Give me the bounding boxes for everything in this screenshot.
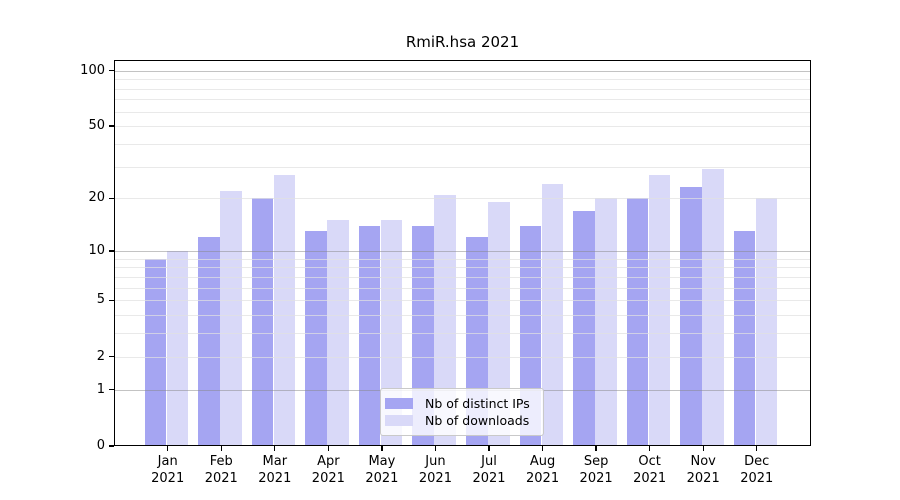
y-tick-mark-50 — [109, 125, 114, 127]
y-tick-mark-10 — [109, 250, 114, 252]
bar-oct-downloads — [648, 174, 671, 446]
y-tick-label-100: 100 — [80, 62, 105, 78]
y-tick-label-0: 0 — [96, 438, 105, 453]
x-tick-mark-jul — [488, 446, 490, 451]
x-tick-mark-oct — [648, 446, 651, 451]
y-tick-mark-5 — [109, 299, 114, 301]
legend-label: Nb of downloads — [425, 413, 530, 428]
legend-label: Nb of distinct IPs — [425, 396, 530, 411]
y-tick-label-2: 2 — [96, 348, 105, 364]
gridline-y-80 — [114, 88, 811, 90]
y-tick-label-20: 20 — [88, 190, 105, 206]
bar-dec-downloads — [755, 198, 778, 446]
y-tick-mark-2 — [109, 355, 114, 358]
legend-entry-distinct-ips: Nb of distinct IPs — [385, 395, 537, 412]
legend: Nb of distinct IPs Nb of downloads — [380, 388, 544, 436]
x-tick-label-jan: Jan 2021 — [151, 454, 185, 486]
bar-mar-distinct-ips — [251, 198, 274, 446]
y-tick-label-10: 10 — [88, 242, 105, 258]
legend-entry-downloads: Nb of downloads — [385, 412, 537, 429]
bar-jan-distinct-ips — [144, 258, 167, 446]
bar-jan-downloads — [166, 250, 189, 446]
gridline-y-5 — [114, 300, 811, 302]
x-tick-mark-aug — [541, 446, 544, 451]
gridline-y-60 — [114, 111, 811, 113]
x-tick-label-jun: Jun 2021 — [418, 454, 452, 486]
x-tick-label-mar: Mar 2021 — [258, 454, 292, 486]
x-tick-mark-feb — [220, 446, 222, 451]
x-tick-label-apr: Apr 2021 — [311, 454, 345, 486]
x-tick-mark-may — [381, 446, 383, 451]
gridline-y-9 — [114, 258, 811, 260]
gridline-y-7 — [114, 276, 811, 278]
gridline-y-90 — [114, 79, 811, 81]
gridline-y-10 — [114, 250, 811, 252]
bar-jun-downloads — [434, 194, 456, 446]
bar-feb-downloads — [220, 190, 242, 446]
x-tick-label-feb: Feb 2021 — [204, 454, 238, 486]
bar-apr-distinct-ips — [305, 231, 327, 446]
bar-nov-distinct-ips — [680, 187, 702, 446]
plot-area — [114, 60, 811, 446]
bar-sep-downloads — [595, 198, 617, 446]
gridline-y-2 — [114, 356, 811, 358]
gridline-y-40 — [114, 143, 811, 145]
x-tick-label-oct: Oct 2021 — [633, 454, 667, 486]
bar-dec-distinct-ips — [733, 231, 756, 446]
gridline-y-50 — [114, 126, 811, 128]
y-tick-mark-1 — [109, 388, 114, 391]
bar-nov-downloads — [702, 169, 724, 446]
bar-feb-distinct-ips — [198, 237, 220, 446]
bar-may-distinct-ips — [358, 225, 381, 446]
bar-oct-distinct-ips — [626, 198, 649, 446]
bar-sep-distinct-ips — [573, 210, 595, 446]
gridline-y-30 — [114, 166, 811, 168]
bar-mar-downloads — [273, 174, 296, 446]
gridline-y-3 — [114, 333, 811, 335]
x-tick-label-sep: Sep 2021 — [579, 454, 613, 486]
y-tick-label-50: 50 — [88, 118, 105, 134]
y-tick-mark-0 — [109, 445, 114, 447]
x-tick-label-aug: Aug 2021 — [526, 454, 560, 486]
gridline-y-4 — [114, 315, 811, 317]
x-tick-label-jul: Jul 2021 — [472, 454, 506, 486]
x-tick-mark-mar — [274, 446, 276, 451]
y-tick-label-1: 1 — [96, 381, 105, 397]
x-tick-mark-nov — [702, 446, 704, 451]
legend-swatch-downloads — [385, 415, 413, 426]
gridline-y-70 — [114, 99, 811, 101]
gridline-y-6 — [114, 287, 811, 289]
x-tick-mark-apr — [327, 446, 330, 451]
gridline-y-8 — [114, 267, 811, 269]
x-tick-mark-sep — [595, 446, 597, 451]
x-tick-label-may: May 2021 — [365, 454, 399, 486]
x-tick-label-nov: Nov 2021 — [686, 454, 720, 486]
x-tick-mark-jun — [434, 446, 437, 451]
y-tick-mark-20 — [109, 197, 114, 200]
y-tick-label-5: 5 — [96, 292, 105, 308]
legend-swatch-distinct-ips — [385, 398, 413, 409]
gridline-y-100 — [114, 70, 811, 72]
bar-apr-downloads — [327, 220, 349, 446]
gridline-y-20 — [114, 198, 811, 200]
chart-title: RmiR.hsa 2021 — [405, 33, 520, 51]
y-tick-mark-100 — [109, 69, 114, 72]
x-tick-mark-jan — [167, 446, 169, 451]
bar-jul-downloads — [488, 202, 510, 446]
x-tick-mark-dec — [756, 446, 758, 451]
x-tick-label-dec: Dec 2021 — [740, 454, 774, 486]
